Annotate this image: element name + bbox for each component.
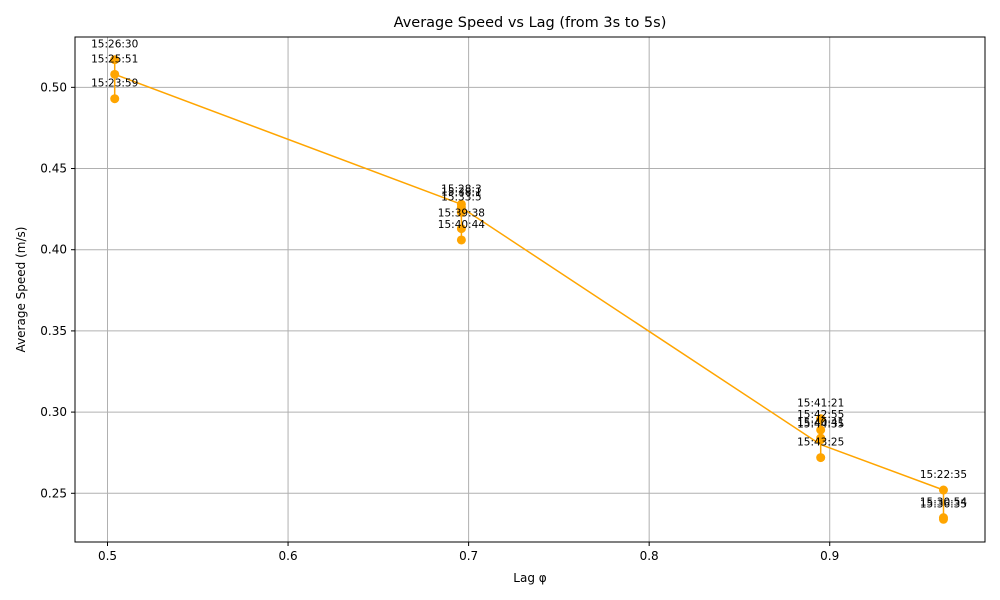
x-tick-label: 0.8 (640, 549, 659, 563)
data-point-label: 15:28:3 (441, 183, 481, 195)
series-layer (110, 55, 948, 524)
data-point-label: 15:38:1 (441, 186, 481, 198)
data-point-label: 15:23:59 (91, 78, 138, 90)
x-tick-label: 0.5 (98, 549, 117, 563)
data-point (816, 414, 826, 424)
data-point-label: 15:33:5 (441, 191, 481, 203)
data-point (938, 485, 948, 495)
x-tick-label: 0.6 (279, 549, 298, 563)
data-point (938, 514, 948, 524)
y-axis-label: Average Speed (m/s) (14, 227, 28, 353)
data-point-label: 15:30:54 (920, 497, 967, 509)
tick-layer: 0.5 0.6 0.7 0.8 0.9 0.25 0.30 0.35 0.40 0.45 0.50 (40, 80, 839, 563)
data-point-label: 15:39:38 (438, 208, 485, 220)
y-tick-label: 0.40 (40, 243, 67, 257)
data-point (456, 207, 466, 217)
data-point (456, 235, 466, 245)
plot-area-frame (74, 36, 986, 543)
data-point-label: 15:42:55 (797, 409, 844, 421)
data-point (456, 224, 466, 234)
data-point (816, 425, 826, 435)
data-point-label: 15:40:44 (438, 219, 485, 231)
grid-layer (75, 37, 985, 542)
data-point (816, 435, 826, 445)
data-point-label: 15:36:35 (920, 498, 967, 510)
data-point-label: 15:44:35 (797, 419, 844, 431)
data-point-label: 15:40:41 (797, 417, 844, 429)
data-point (110, 55, 120, 65)
x-tick-label: 0.7 (459, 549, 478, 563)
data-point (816, 453, 826, 463)
data-point (110, 69, 120, 79)
data-point-label: 15:26:30 (91, 39, 138, 51)
point-label-layer: 15:26:3015:25:5115:23:5915:28:315:38:115… (91, 39, 967, 511)
data-point-label: 15:22:35 (920, 469, 967, 481)
y-tick-label: 0.35 (40, 324, 67, 338)
x-tick-label: 0.9 (820, 549, 839, 563)
data-point-label: 15:43:25 (797, 437, 844, 449)
data-point-label: 15:41:21 (797, 398, 844, 410)
x-axis-label: Lag φ (513, 571, 546, 585)
y-tick-label: 0.30 (40, 405, 67, 419)
data-point (110, 94, 120, 104)
y-tick-label: 0.25 (40, 486, 67, 500)
y-tick-label: 0.50 (40, 80, 67, 94)
chart-title: Average Speed vs Lag (from 3s to 5s) (394, 15, 667, 31)
data-point-label: 15:25:51 (91, 53, 138, 65)
series-line (113, 59, 945, 520)
y-tick-label: 0.45 (40, 162, 67, 176)
